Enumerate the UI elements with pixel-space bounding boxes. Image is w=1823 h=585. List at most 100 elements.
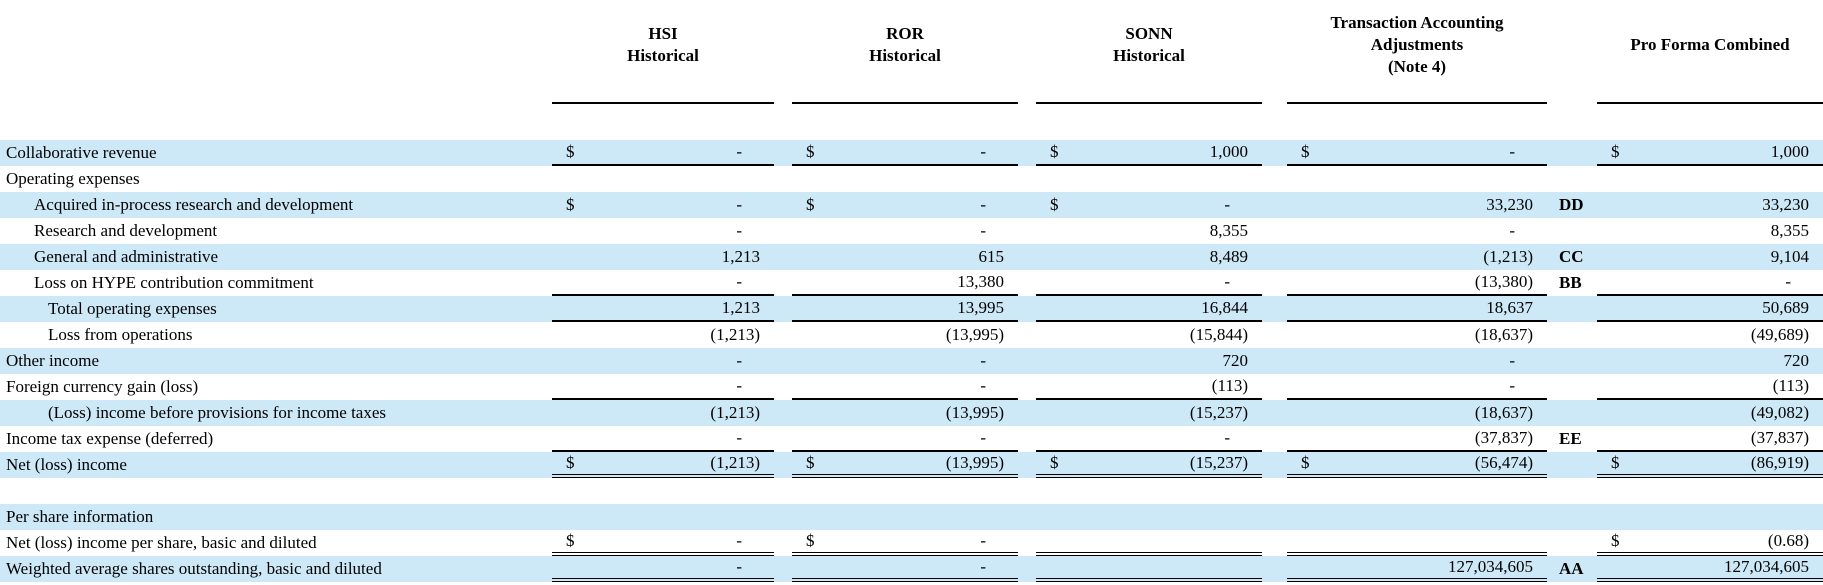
column-gap (774, 218, 792, 244)
column-gap (1018, 270, 1036, 296)
column-gap (774, 426, 792, 452)
value-cell-pf: (49,689) (1597, 322, 1823, 348)
value-cell-txn: $ (56,474) (1287, 452, 1547, 478)
cell-value: - (980, 428, 986, 447)
dollar-sign: $ (1611, 453, 1620, 472)
column-header-line: SONN (1125, 24, 1173, 43)
table-row: Acquired in-process research and develop… (0, 192, 1823, 218)
cell-value: - (1224, 272, 1230, 291)
column-header-line: Pro Forma Combined (1630, 35, 1790, 54)
column-gap (1262, 192, 1287, 218)
cell-value: (56,474) (1474, 453, 1533, 472)
cell-value: 127,034,605 (1724, 557, 1809, 576)
note-reference (1547, 140, 1597, 166)
value-cell-ror: - (792, 426, 1018, 452)
column-gap (774, 322, 792, 348)
column-header-txn: Transaction Accounting Adjustments (Note 4… (1287, 0, 1547, 104)
value-cell-hsi (552, 166, 774, 192)
dollar-sign: $ (1611, 142, 1620, 161)
cell-value: - (736, 376, 742, 395)
row-label: Net (loss) income per share, basic and d… (6, 533, 317, 552)
cell-value: - (980, 221, 986, 240)
column-gap (1018, 140, 1036, 166)
value-cell-pf: $ (86,919) (1597, 452, 1823, 478)
value-cell-hsi: 1,213 (552, 244, 774, 270)
value-cell-ror: 615 (792, 244, 1018, 270)
table-row: Income tax expense (deferred) - - - (37,837)… (0, 426, 1823, 452)
table-row: Operating expenses (0, 166, 1823, 192)
cell-value: - (736, 195, 742, 214)
cell-value: - (736, 221, 742, 240)
cell-value: - (980, 142, 986, 161)
value-cell-txn (1287, 504, 1547, 530)
column-gap (1018, 244, 1036, 270)
row-label: Foreign currency gain (loss) (6, 377, 199, 396)
cell-value: (15,844) (1189, 325, 1248, 344)
value-cell-sonn: 8,489 (1036, 244, 1262, 270)
column-header-line: ROR (886, 24, 924, 43)
cell-value: - (980, 557, 986, 576)
row-label: Research and development (34, 221, 218, 240)
cell-value: 33,230 (1486, 195, 1533, 214)
value-cell-ror: - (792, 218, 1018, 244)
column-gap (774, 504, 792, 530)
row-label: Collaborative revenue (6, 143, 157, 162)
value-cell-pf (1597, 504, 1823, 530)
row-label (0, 478, 552, 504)
cell-value: - (1509, 376, 1515, 395)
cell-value: (1,213) (710, 325, 760, 344)
column-gap (774, 478, 792, 504)
value-cell-hsi: - (552, 348, 774, 374)
dollar-sign: $ (566, 453, 575, 472)
value-cell-hsi: - (552, 270, 774, 296)
column-gap (1262, 296, 1287, 322)
header-column-gap (1018, 0, 1036, 104)
header-label-spacer (0, 0, 552, 104)
cell-value: 127,034,605 (1448, 557, 1533, 576)
value-cell-txn: 127,034,605 (1287, 556, 1547, 582)
dollar-sign: $ (566, 142, 575, 161)
column-gap (1018, 374, 1036, 400)
cell-value: (113) (1772, 376, 1809, 395)
note-reference (1547, 478, 1597, 504)
value-cell-hsi: - (552, 218, 774, 244)
column-gap (1262, 478, 1287, 504)
value-cell-txn: - (1287, 348, 1547, 374)
value-cell-ror: (13,995) (792, 400, 1018, 426)
table-row: Per share information (0, 504, 1823, 530)
cell-value: (13,995) (945, 325, 1004, 344)
value-cell-ror: - (792, 556, 1018, 582)
cell-value: 720 (1783, 351, 1810, 370)
column-gap (1018, 530, 1036, 556)
value-cell-ror: - (792, 348, 1018, 374)
value-cell-hsi: (1,213) (552, 400, 774, 426)
column-gap (1262, 374, 1287, 400)
column-gap (1262, 270, 1287, 296)
value-cell-hsi: 1,213 (552, 296, 774, 322)
value-cell-hsi: $ - (552, 192, 774, 218)
cell-value: (1,213) (710, 403, 760, 422)
value-cell-txn: 33,230 (1287, 192, 1547, 218)
row-label: General and administrative (34, 247, 219, 266)
note-reference (1547, 452, 1597, 478)
cell-value: 8,489 (1209, 247, 1248, 266)
column-header-ror: ROR Historical (792, 0, 1018, 104)
table-body: Collaborative revenue $ - $ - $1,000 $ - $1,000 O… (0, 140, 1823, 582)
column-gap (774, 166, 792, 192)
column-gap (774, 452, 792, 478)
value-cell-sonn (1036, 504, 1262, 530)
cell-value: - (1509, 351, 1515, 370)
column-gap (1018, 348, 1036, 374)
value-cell-sonn (1036, 556, 1262, 582)
row-label: Operating expenses (6, 169, 140, 188)
cell-value: (49,689) (1750, 325, 1809, 344)
value-cell-ror (792, 478, 1018, 504)
column-gap (774, 270, 792, 296)
cell-value: (37,837) (1750, 428, 1809, 447)
value-cell-ror: 13,380 (792, 270, 1018, 296)
table-row: Net (loss) income per share, basic and d… (0, 530, 1823, 556)
cell-value: 720 (1222, 351, 1249, 370)
header-column-gap (1547, 0, 1597, 104)
value-cell-pf: $1,000 (1597, 140, 1823, 166)
